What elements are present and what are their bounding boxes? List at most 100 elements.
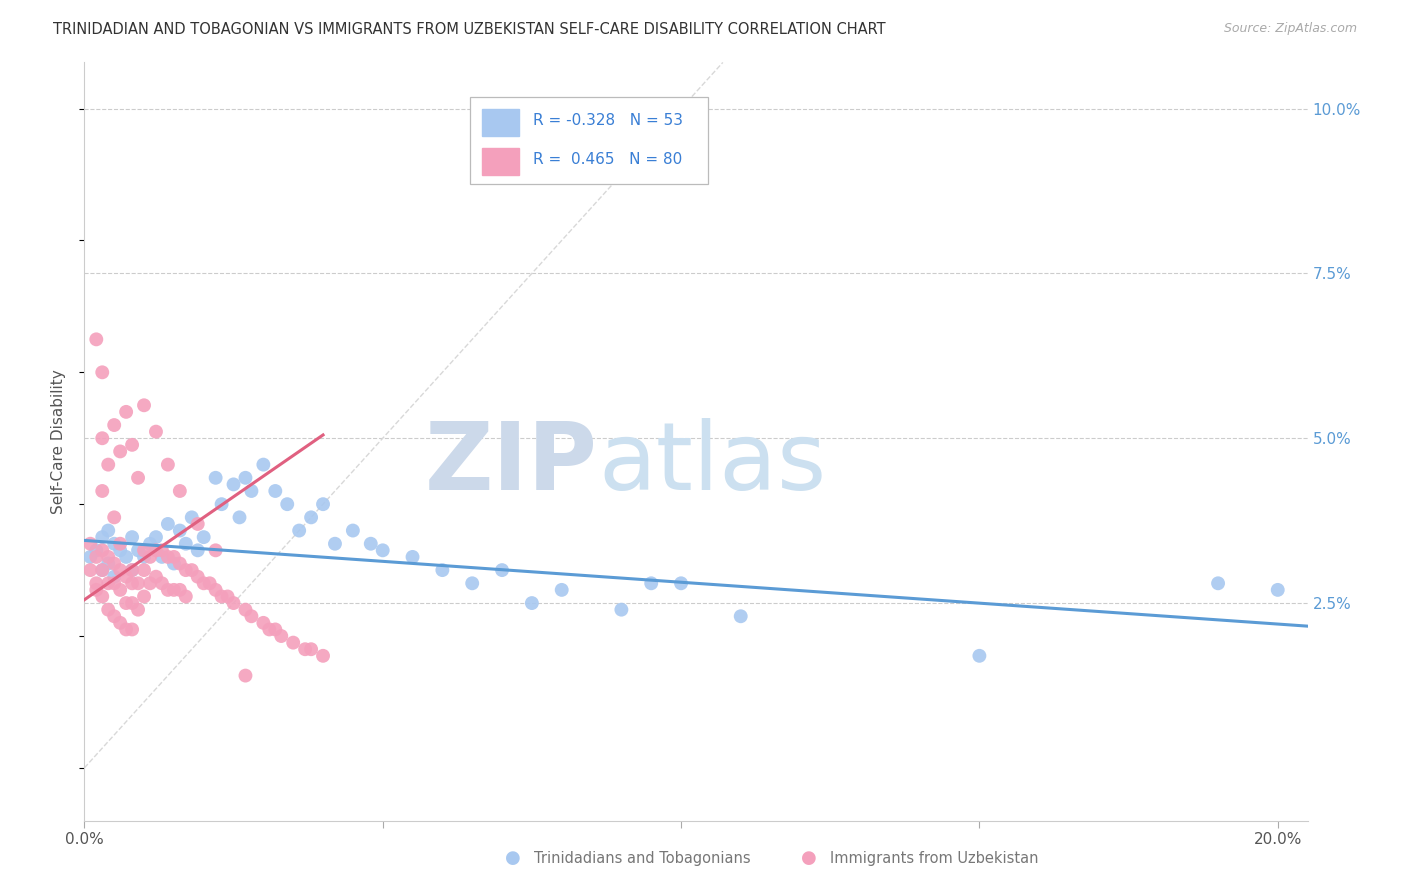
Point: [97, 524, 120, 538]
Point: [103, 537, 125, 551]
Point: [235, 602, 257, 616]
Point: [222, 477, 245, 491]
Point: [103, 557, 125, 571]
Point: [730, 609, 752, 624]
Point: [103, 418, 125, 433]
Point: [270, 629, 292, 643]
Point: [108, 543, 131, 558]
Point: [174, 537, 197, 551]
Point: [127, 471, 149, 485]
Text: ZIP: ZIP: [425, 418, 598, 510]
Point: [235, 668, 257, 682]
Point: [299, 510, 322, 524]
Point: [145, 530, 167, 544]
Point: [156, 549, 179, 564]
Point: [240, 483, 263, 498]
Point: [97, 549, 120, 564]
Point: [103, 576, 125, 591]
Point: [84, 549, 107, 564]
Point: [294, 642, 316, 657]
Bar: [482, 148, 519, 175]
Text: atlas: atlas: [598, 418, 827, 510]
Point: [84, 332, 107, 346]
Point: [79, 537, 101, 551]
Point: [150, 576, 173, 591]
Point: [163, 582, 186, 597]
Point: [187, 570, 209, 584]
Point: [91, 365, 114, 379]
Text: R =  0.465   N = 80: R = 0.465 N = 80: [533, 152, 682, 167]
Point: [169, 582, 191, 597]
Point: [193, 576, 215, 591]
Point: [145, 570, 167, 584]
Point: [103, 510, 125, 524]
Text: Immigrants from Uzbekistan: Immigrants from Uzbekistan: [830, 851, 1038, 865]
Point: [211, 497, 233, 511]
Point: [139, 537, 162, 551]
Point: [132, 543, 155, 558]
Point: [217, 590, 239, 604]
Point: [84, 543, 107, 558]
Point: [342, 524, 364, 538]
Point: [969, 648, 991, 663]
Text: ●: ●: [505, 849, 522, 867]
Point: [276, 497, 298, 511]
Point: [132, 590, 155, 604]
Point: [193, 530, 215, 544]
Point: [121, 563, 143, 577]
Point: [115, 549, 138, 564]
Point: [180, 563, 202, 577]
Point: [121, 576, 143, 591]
Point: [115, 570, 138, 584]
Point: [204, 471, 226, 485]
Point: [150, 543, 173, 558]
Point: [139, 576, 162, 591]
Point: [91, 590, 114, 604]
Point: [91, 483, 114, 498]
Point: [163, 557, 186, 571]
Point: [174, 563, 197, 577]
Point: [551, 582, 574, 597]
Point: [288, 524, 311, 538]
Point: [299, 642, 322, 657]
Point: [169, 524, 191, 538]
Point: [371, 543, 394, 558]
Point: [610, 602, 633, 616]
Point: [91, 563, 114, 577]
Point: [640, 576, 662, 591]
Point: [115, 623, 138, 637]
Point: [97, 576, 120, 591]
Point: [187, 516, 209, 531]
Point: [312, 648, 335, 663]
Point: [156, 458, 179, 472]
Point: [121, 530, 143, 544]
Text: ●: ●: [800, 849, 817, 867]
Point: [264, 623, 287, 637]
Point: [323, 537, 346, 551]
Point: [169, 483, 191, 498]
Point: [108, 444, 131, 458]
Point: [156, 516, 179, 531]
Point: [1206, 576, 1229, 591]
FancyBboxPatch shape: [470, 96, 709, 184]
Bar: [482, 109, 519, 136]
Point: [283, 635, 305, 649]
Point: [108, 582, 131, 597]
Point: [156, 582, 179, 597]
Point: [79, 549, 101, 564]
Point: [108, 537, 131, 551]
Text: TRINIDADIAN AND TOBAGONIAN VS IMMIGRANTS FROM UZBEKISTAN SELF-CARE DISABILITY CO: TRINIDADIAN AND TOBAGONIAN VS IMMIGRANTS…: [53, 22, 886, 37]
Point: [180, 510, 202, 524]
Point: [235, 471, 257, 485]
Point: [401, 549, 423, 564]
Point: [91, 431, 114, 445]
Point: [360, 537, 382, 551]
Point: [228, 510, 250, 524]
Point: [97, 557, 120, 571]
Point: [174, 590, 197, 604]
Point: [222, 596, 245, 610]
Text: Source: ZipAtlas.com: Source: ZipAtlas.com: [1223, 22, 1357, 36]
Text: R = -0.328   N = 53: R = -0.328 N = 53: [533, 113, 683, 128]
Point: [259, 623, 281, 637]
Point: [108, 615, 131, 630]
